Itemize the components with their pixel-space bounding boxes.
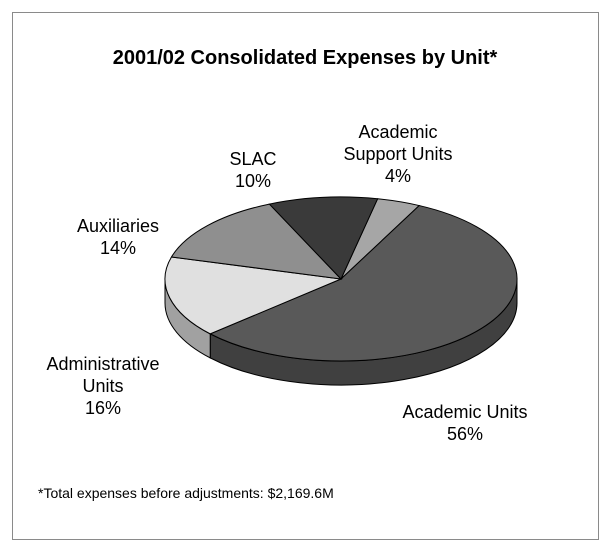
slice-label-3: Auxiliaries 14% — [77, 216, 159, 258]
slice-label-0: Academic Support Units 4% — [343, 122, 452, 186]
slice-label-2: Administrative Units 16% — [46, 354, 159, 418]
pie-slice-3 — [170, 203, 343, 280]
pie-tops — [164, 196, 518, 362]
slice-label-1: Academic Units 56% — [402, 402, 527, 444]
pie-slice-4 — [268, 196, 379, 280]
chart-title: 2001/02 Consolidated Expenses by Unit* — [113, 47, 498, 69]
footnote: *Total expenses before adjustments: $2,1… — [38, 485, 334, 501]
pie-slice-2 — [164, 256, 343, 335]
slice-label-4: SLAC 10% — [229, 149, 276, 191]
pie-labels: Academic Support Units 4% Academic Units 56%… — [46, 122, 527, 444]
pie-slice-1 — [209, 205, 518, 362]
